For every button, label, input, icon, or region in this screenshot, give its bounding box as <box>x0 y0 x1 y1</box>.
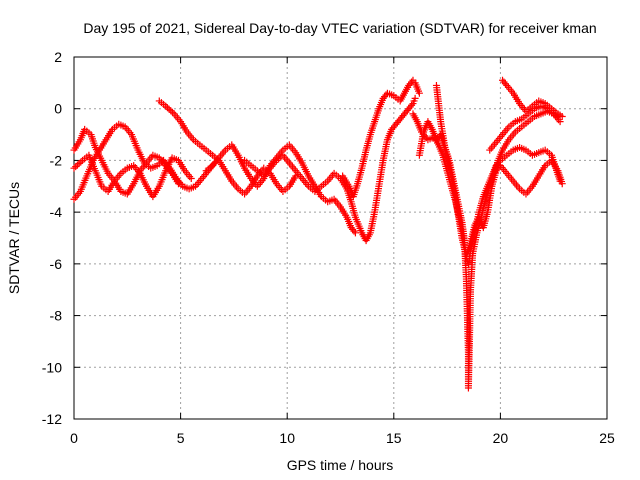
data-point <box>70 164 78 172</box>
series-track-6 <box>241 94 419 245</box>
x-tick-label: 5 <box>177 430 185 446</box>
x-tick-label: 25 <box>599 430 615 446</box>
y-tick-label: -4 <box>50 204 63 220</box>
series-track-10 <box>415 118 566 260</box>
y-tick-label: 0 <box>54 101 62 117</box>
plot-frame <box>73 56 608 420</box>
series-marker-trail <box>487 78 564 152</box>
y-axis-label: SDTVAR / TECUs <box>6 182 22 294</box>
y-tick-label: -6 <box>50 256 63 272</box>
x-tick-label: 10 <box>279 430 295 446</box>
x-tick-label: 15 <box>386 430 402 446</box>
series-layer <box>70 76 566 392</box>
y-tick-label: -10 <box>42 359 62 375</box>
series-track-11 <box>486 76 566 154</box>
y-tick-label: -12 <box>42 411 62 427</box>
chart-title: Day 195 of 2021, Sidereal Day-to-day VTE… <box>83 20 596 36</box>
grid-layer <box>74 57 607 419</box>
series-marker-trail <box>416 120 566 258</box>
x-tick-label: 0 <box>70 430 78 446</box>
y-tick-label: -2 <box>50 152 63 168</box>
x-tick-label: 20 <box>493 430 509 446</box>
series-marker-trail <box>72 153 194 199</box>
y-tick-label: 2 <box>54 49 62 65</box>
series-track-7 <box>339 76 423 201</box>
series-marker-trail <box>72 121 217 201</box>
series-track-3 <box>70 151 195 201</box>
series-marker-trail <box>340 78 423 199</box>
y-tick-label: -8 <box>50 308 63 324</box>
x-axis-label: GPS time / hours <box>287 457 394 473</box>
